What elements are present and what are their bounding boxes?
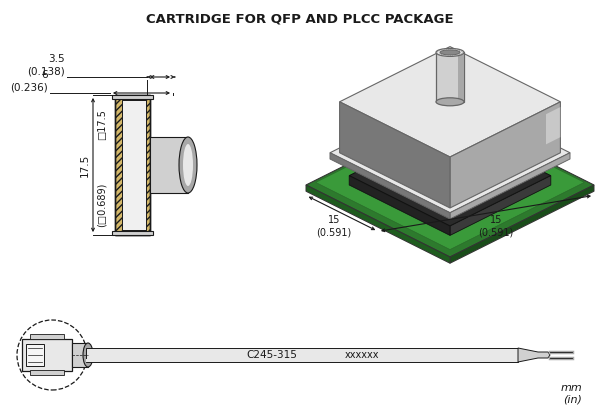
- Polygon shape: [450, 102, 560, 208]
- FancyBboxPatch shape: [115, 95, 150, 235]
- Ellipse shape: [436, 98, 464, 106]
- Polygon shape: [433, 159, 450, 184]
- Polygon shape: [450, 153, 570, 219]
- FancyBboxPatch shape: [436, 53, 464, 102]
- FancyBboxPatch shape: [30, 370, 64, 375]
- FancyBboxPatch shape: [30, 334, 64, 339]
- Text: 3.5
(0.138): 3.5 (0.138): [27, 54, 65, 76]
- Text: 6
(0.236): 6 (0.236): [10, 70, 48, 92]
- Text: mm
(in): mm (in): [560, 383, 582, 405]
- Polygon shape: [546, 107, 560, 144]
- Polygon shape: [450, 176, 551, 236]
- Polygon shape: [458, 53, 464, 102]
- Text: 15
(0.591): 15 (0.591): [478, 216, 514, 237]
- Ellipse shape: [436, 48, 464, 56]
- Ellipse shape: [83, 343, 93, 367]
- Text: C245-315: C245-315: [247, 350, 298, 360]
- FancyBboxPatch shape: [86, 348, 518, 362]
- Text: xxxxxx: xxxxxx: [345, 350, 379, 360]
- Text: □17.5: □17.5: [97, 110, 107, 141]
- Polygon shape: [306, 113, 594, 257]
- Polygon shape: [349, 176, 450, 236]
- Polygon shape: [349, 125, 551, 226]
- Polygon shape: [330, 93, 570, 213]
- Ellipse shape: [179, 137, 197, 193]
- Text: (□0.689): (□0.689): [97, 183, 107, 227]
- FancyBboxPatch shape: [86, 359, 518, 362]
- FancyBboxPatch shape: [122, 100, 146, 230]
- Text: CARTRIDGE FOR QFP AND PLCC PACKAGE: CARTRIDGE FOR QFP AND PLCC PACKAGE: [146, 12, 454, 25]
- Polygon shape: [518, 348, 550, 362]
- FancyBboxPatch shape: [122, 100, 146, 230]
- FancyBboxPatch shape: [26, 344, 44, 366]
- Text: 17.5: 17.5: [80, 153, 90, 177]
- FancyBboxPatch shape: [72, 343, 88, 367]
- Ellipse shape: [440, 50, 460, 55]
- Polygon shape: [340, 102, 450, 208]
- FancyBboxPatch shape: [112, 231, 153, 235]
- FancyBboxPatch shape: [150, 137, 188, 193]
- FancyBboxPatch shape: [22, 339, 72, 371]
- Polygon shape: [330, 153, 450, 219]
- Polygon shape: [306, 185, 450, 263]
- Polygon shape: [450, 185, 594, 263]
- Text: 15
(0.591): 15 (0.591): [316, 216, 352, 237]
- FancyBboxPatch shape: [112, 95, 153, 99]
- Polygon shape: [433, 167, 467, 184]
- Ellipse shape: [183, 144, 193, 186]
- Polygon shape: [316, 115, 584, 250]
- Polygon shape: [450, 159, 467, 184]
- Polygon shape: [340, 47, 560, 157]
